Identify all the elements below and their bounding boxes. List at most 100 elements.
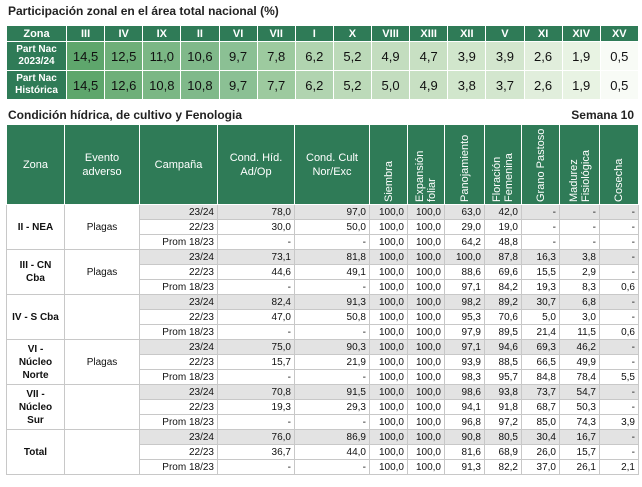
- value-cell: 100,0: [369, 294, 408, 310]
- data-row: 22/23 44,6 49,1 100,0 100,0 88,6 69,6 15,5 2,9-: [7, 264, 639, 280]
- data-row: IV - S Cba 23/24 82,4 91,3 100,0 100,0 98,2 89,…: [6, 294, 639, 340]
- value-cell: 15,7: [217, 354, 295, 370]
- value-cell: 81,6: [444, 444, 485, 460]
- value-cell: 91,8: [484, 399, 522, 415]
- value-cell: 0,5: [599, 70, 639, 100]
- value-cell: -: [217, 279, 295, 295]
- value-cell: 1,9: [561, 70, 601, 100]
- value-cell: -: [294, 459, 370, 475]
- value-cell: 82,4: [217, 294, 295, 310]
- value-cell: 95,7: [484, 369, 522, 385]
- header-row: Zona III IV IX II VI VII I X VIII XIII XII V XI XIV XV: [6, 25, 639, 42]
- header-cell: Cond. Cult Nor/Exc: [294, 124, 370, 205]
- value-cell: 76,0: [217, 429, 295, 445]
- value-cell: 100,0: [369, 384, 408, 400]
- value-cell: 100,0: [407, 414, 445, 430]
- value-cell: -: [294, 324, 370, 340]
- value-cell: 9,7: [218, 70, 258, 100]
- header-cell: Grano Pastoso: [521, 124, 560, 205]
- value-cell: 100,0: [407, 384, 445, 400]
- value-cell: 97,1: [444, 279, 485, 295]
- value-cell: 30,4: [521, 429, 560, 445]
- campaign-cell: Prom 18/23: [139, 234, 218, 250]
- value-cell: 100,0: [407, 279, 445, 295]
- value-cell: -: [599, 444, 639, 460]
- value-cell: -: [294, 369, 370, 385]
- value-cell: 29,3: [294, 399, 370, 415]
- data-row: III - CN Cba Plagas 23/24 73,1 81,8 100,0 100,…: [6, 249, 639, 295]
- value-cell: 75,0: [217, 339, 295, 355]
- header-text: Expansión foliar: [414, 150, 438, 202]
- value-cell: 68,7: [521, 399, 560, 415]
- value-cell: 47,0: [217, 309, 295, 325]
- value-cell: 0,6: [599, 324, 639, 340]
- campaign-cell: 22/23: [139, 264, 218, 280]
- value-cell: 73,1: [217, 249, 295, 265]
- value-cell: 21,9: [294, 354, 370, 370]
- header-row: Zona Evento adverso Campaña Cond. Híd. Ad/O…: [6, 124, 639, 205]
- value-cell: 3,8: [559, 249, 600, 265]
- data-row: Prom 18/23- -100,0 100,0 97,1 84,2 19,3 8,3 0,6: [7, 279, 639, 295]
- value-cell: 16,3: [521, 249, 560, 265]
- value-cell: 0,5: [599, 41, 639, 71]
- row-label: Part Nac 2023/24: [6, 41, 67, 71]
- campaign-cell: 22/23: [139, 399, 218, 415]
- value-cell: -: [599, 294, 639, 310]
- value-cell: 100,0: [407, 204, 445, 220]
- value-cell: 46,2: [559, 339, 600, 355]
- event-cell: [64, 429, 140, 475]
- value-cell: 73,7: [521, 384, 560, 400]
- header-text: Cond. Híd. Ad/Op: [229, 151, 283, 178]
- value-cell: -: [294, 234, 370, 250]
- value-cell: -: [294, 414, 370, 430]
- value-cell: 100,0: [369, 234, 408, 250]
- value-cell: 1,9: [561, 41, 601, 71]
- data-row: 22/23 30,0 50,0 100,0 100,0 29,0 19,0- - -: [7, 219, 639, 235]
- row-label: Part Nac Histórica: [6, 70, 67, 100]
- value-cell: -: [559, 219, 600, 235]
- value-cell: 100,0: [369, 429, 408, 445]
- header-text: Floración Femenina: [491, 152, 515, 202]
- value-cell: 100,0: [407, 339, 445, 355]
- value-cell: 26,0: [521, 444, 560, 460]
- campaign-cell: Prom 18/23: [139, 414, 218, 430]
- value-cell: 95,3: [444, 309, 485, 325]
- value-cell: 80,5: [484, 429, 522, 445]
- header-text: Cond. Cult Nor/Exc: [306, 151, 358, 178]
- value-cell: 26,1: [559, 459, 600, 475]
- value-cell: 100,0: [369, 369, 408, 385]
- value-cell: -: [559, 234, 600, 250]
- value-cell: -: [599, 354, 639, 370]
- value-cell: 81,8: [294, 249, 370, 265]
- header-cell: XIII: [409, 25, 449, 42]
- value-cell: 100,0: [407, 294, 445, 310]
- value-cell: 100,0: [369, 219, 408, 235]
- campaign-cell: 22/23: [139, 354, 218, 370]
- value-cell: 87,8: [484, 249, 522, 265]
- value-cell: -: [599, 204, 639, 220]
- value-cell: 10,8: [180, 70, 220, 100]
- value-cell: 100,0: [407, 324, 445, 340]
- value-cell: 14,5: [65, 70, 106, 100]
- header-cell: XIV: [561, 25, 601, 42]
- header-cell: VII: [256, 25, 296, 42]
- value-cell: 42,0: [484, 204, 522, 220]
- header-text: Grano Pastoso: [534, 128, 547, 202]
- value-cell: 100,0: [407, 369, 445, 385]
- value-cell: 36,7: [217, 444, 295, 460]
- event-cell: [64, 294, 140, 340]
- header-cell: IX: [142, 25, 182, 42]
- value-cell: 3,9: [447, 41, 487, 71]
- header-cell: Cond. Híd. Ad/Op: [217, 124, 295, 205]
- value-cell: 66,5: [521, 354, 560, 370]
- value-cell: 7,7: [256, 70, 296, 100]
- value-cell: 90,3: [294, 339, 370, 355]
- value-cell: -: [217, 369, 295, 385]
- value-cell: 19,3: [217, 399, 295, 415]
- campaign-cell: 22/23: [139, 219, 218, 235]
- value-cell: 63,0: [444, 204, 485, 220]
- value-cell: 54,7: [559, 384, 600, 400]
- campaign-cell: 23/24: [139, 294, 218, 310]
- value-cell: 70,8: [217, 384, 295, 400]
- value-cell: 11,0: [142, 41, 182, 71]
